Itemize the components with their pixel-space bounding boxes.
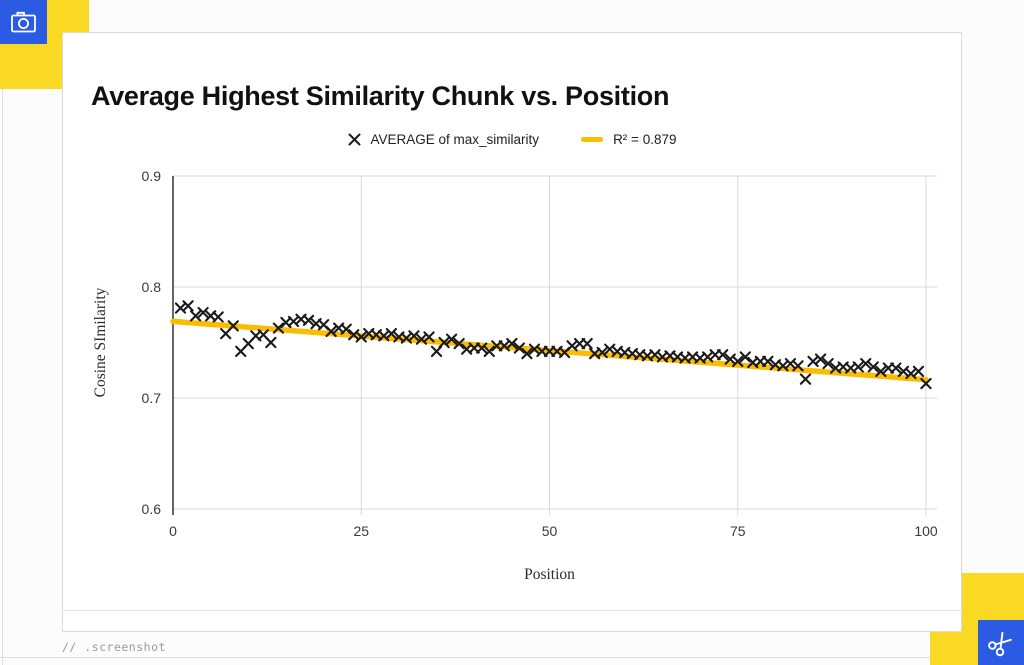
- svg-text:0.8: 0.8: [142, 279, 162, 295]
- legend-item-series: AVERAGE of max_similarity: [348, 132, 540, 147]
- legend-item-trendline: R² = 0.879: [581, 132, 676, 147]
- svg-text:0.7: 0.7: [142, 390, 162, 406]
- svg-text:0: 0: [169, 523, 177, 539]
- svg-text:25: 25: [353, 523, 369, 539]
- chart-card: Average Highest Similarity Chunk vs. Pos…: [62, 32, 962, 632]
- scissors-button[interactable]: [978, 620, 1024, 665]
- chart-legend: AVERAGE of max_similarity R² = 0.879: [63, 132, 961, 147]
- frame-border-left: [2, 0, 3, 665]
- x-marker-icon: [348, 133, 361, 146]
- camera-button[interactable]: [0, 0, 47, 44]
- screenshot-watermark: // .screenshot: [62, 640, 166, 654]
- camera-icon: [11, 11, 36, 33]
- card-footer-divider: [63, 610, 961, 611]
- svg-text:0.6: 0.6: [142, 501, 162, 517]
- trendline-swatch-icon: [581, 137, 604, 142]
- svg-text:0.9: 0.9: [142, 168, 162, 184]
- svg-text:100: 100: [914, 523, 938, 539]
- svg-text:Position: Position: [524, 566, 575, 583]
- chart-title: Average Highest Similarity Chunk vs. Pos…: [91, 81, 670, 111]
- svg-text:75: 75: [730, 523, 746, 539]
- svg-text:Cosine SImilarity: Cosine SImilarity: [92, 287, 109, 397]
- legend-series-label: AVERAGE of max_similarity: [370, 132, 540, 147]
- scissors-icon: [988, 631, 1012, 656]
- svg-text:50: 50: [542, 523, 558, 539]
- frame-border-bottom: [0, 657, 1024, 658]
- chart-canvas: 0.6 0.7 0.8 0.9 0 25 50 75 100 Cosine SImilarity P…: [92, 168, 938, 583]
- legend-trendline-label: R² = 0.879: [613, 132, 677, 147]
